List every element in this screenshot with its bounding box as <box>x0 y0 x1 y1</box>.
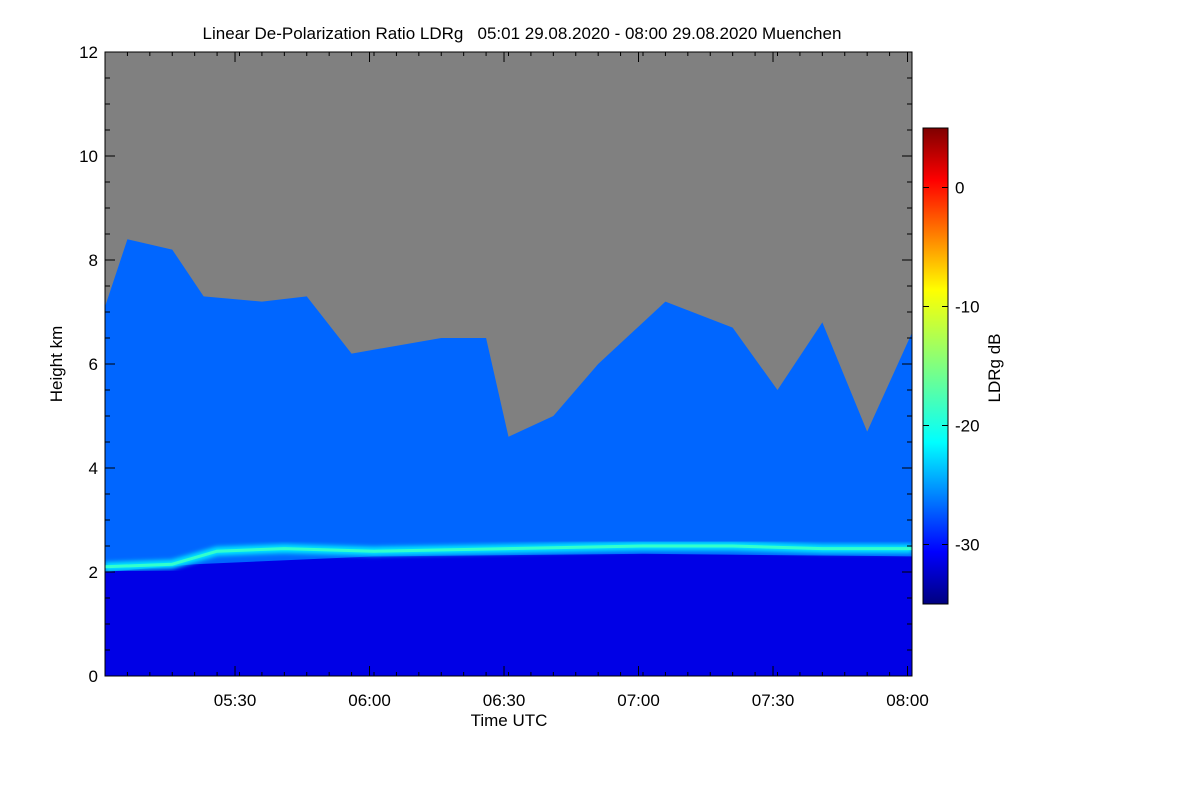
colorbar-scale <box>922 127 949 605</box>
y-tick-label: 6 <box>89 355 98 374</box>
axes: 0 2 4 6 8 10 12 05:30 06:00 06:30 07:00 07:30 08:00 <box>79 43 929 710</box>
colorbar-tick-label: -30 <box>955 536 980 555</box>
y-tick-label: 2 <box>89 563 98 582</box>
colorbar: 0 -10 -20 -30 LDRg dB <box>922 127 1004 605</box>
x-axis-label: Time UTC <box>471 711 548 730</box>
y-axis-minor-ticks <box>105 51 912 677</box>
data-layers <box>105 239 912 676</box>
x-axis-ticks: 05:30 06:00 06:30 07:00 07:30 08:00 <box>214 52 929 710</box>
y-tick-label: 4 <box>89 459 98 478</box>
x-tick-label: 07:00 <box>617 691 660 710</box>
y-tick-label: 0 <box>89 667 98 686</box>
plot-area <box>105 52 912 676</box>
colorbar-label: LDRg dB <box>985 334 1004 403</box>
x-tick-label: 07:30 <box>752 691 795 710</box>
y-axis-label: Height km <box>47 326 66 403</box>
near-surface-region <box>105 553 912 676</box>
y-tick-label: 12 <box>79 43 98 62</box>
colorbar-ticks: 0 -10 -20 -30 <box>923 179 980 555</box>
x-axis-minor-ticks <box>104 52 913 676</box>
colorbar-tick-label: -10 <box>955 298 980 317</box>
x-tick-label: 06:00 <box>348 691 391 710</box>
x-tick-label: 06:30 <box>483 691 526 710</box>
x-tick-label: 08:00 <box>886 691 929 710</box>
x-tick-label: 05:30 <box>214 691 257 710</box>
aerosol-layer-core <box>105 544 912 569</box>
y-tick-label: 8 <box>89 251 98 270</box>
colorbar-tick-label: 0 <box>955 179 964 198</box>
y-tick-label: 10 <box>79 147 98 166</box>
chart-title: Linear De-Polarization Ratio LDRg 05:01 … <box>203 24 842 43</box>
colorbar-tick-label: -20 <box>955 417 980 436</box>
